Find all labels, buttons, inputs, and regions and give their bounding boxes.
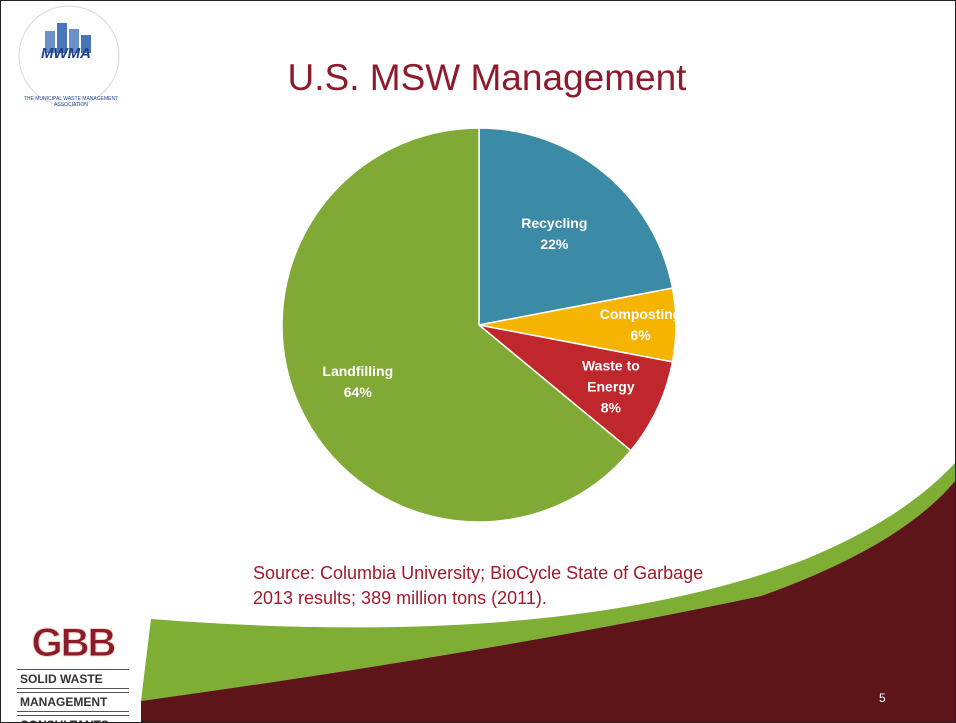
maroon-swoosh — [141, 481, 955, 722]
gbb-logo: GBB SOLID WASTE MANAGEMENT CONSULTANTS — [17, 621, 129, 722]
pie-slice — [478, 127, 674, 326]
page-number: 5 — [879, 691, 886, 705]
value-label: 22% — [540, 235, 569, 252]
category: Recycling — [521, 214, 588, 231]
category: Landfilling — [322, 363, 394, 380]
chart-title: U.S. MSW Management — [287, 57, 687, 98]
slice-label: Recycling 22% — [499, 213, 609, 255]
pie — [281, 127, 677, 523]
source-note: Source: Columbia University; BioCycle St… — [253, 563, 704, 608]
slice-label: Composting 6% — [586, 304, 696, 346]
category: Composting — [599, 306, 682, 322]
pie-slice — [478, 324, 674, 452]
value-label: 8% — [600, 399, 621, 416]
green-swoosh — [141, 463, 955, 701]
mwma-abbr: MWMA — [41, 45, 91, 62]
slice-label: Waste to Energy 8% — [573, 356, 648, 419]
gbb-abbr: GBB — [31, 621, 117, 666]
gbb-line: SOLID WASTE — [17, 669, 129, 689]
category: Waste to Energy — [581, 357, 640, 395]
mwma-ring: THE MUNICIPAL WASTE MANAGEMENT ASSOCIATI… — [23, 96, 119, 108]
mwma-logo — [18, 5, 120, 107]
gbb-line: CONSULTANTS — [17, 715, 129, 722]
value-label: 6% — [630, 327, 651, 343]
pie-slice — [281, 127, 632, 523]
gbb-line: MANAGEMENT — [17, 692, 129, 712]
slice-label: Landfilling 64% — [303, 361, 413, 403]
value-label: 64% — [343, 384, 372, 401]
